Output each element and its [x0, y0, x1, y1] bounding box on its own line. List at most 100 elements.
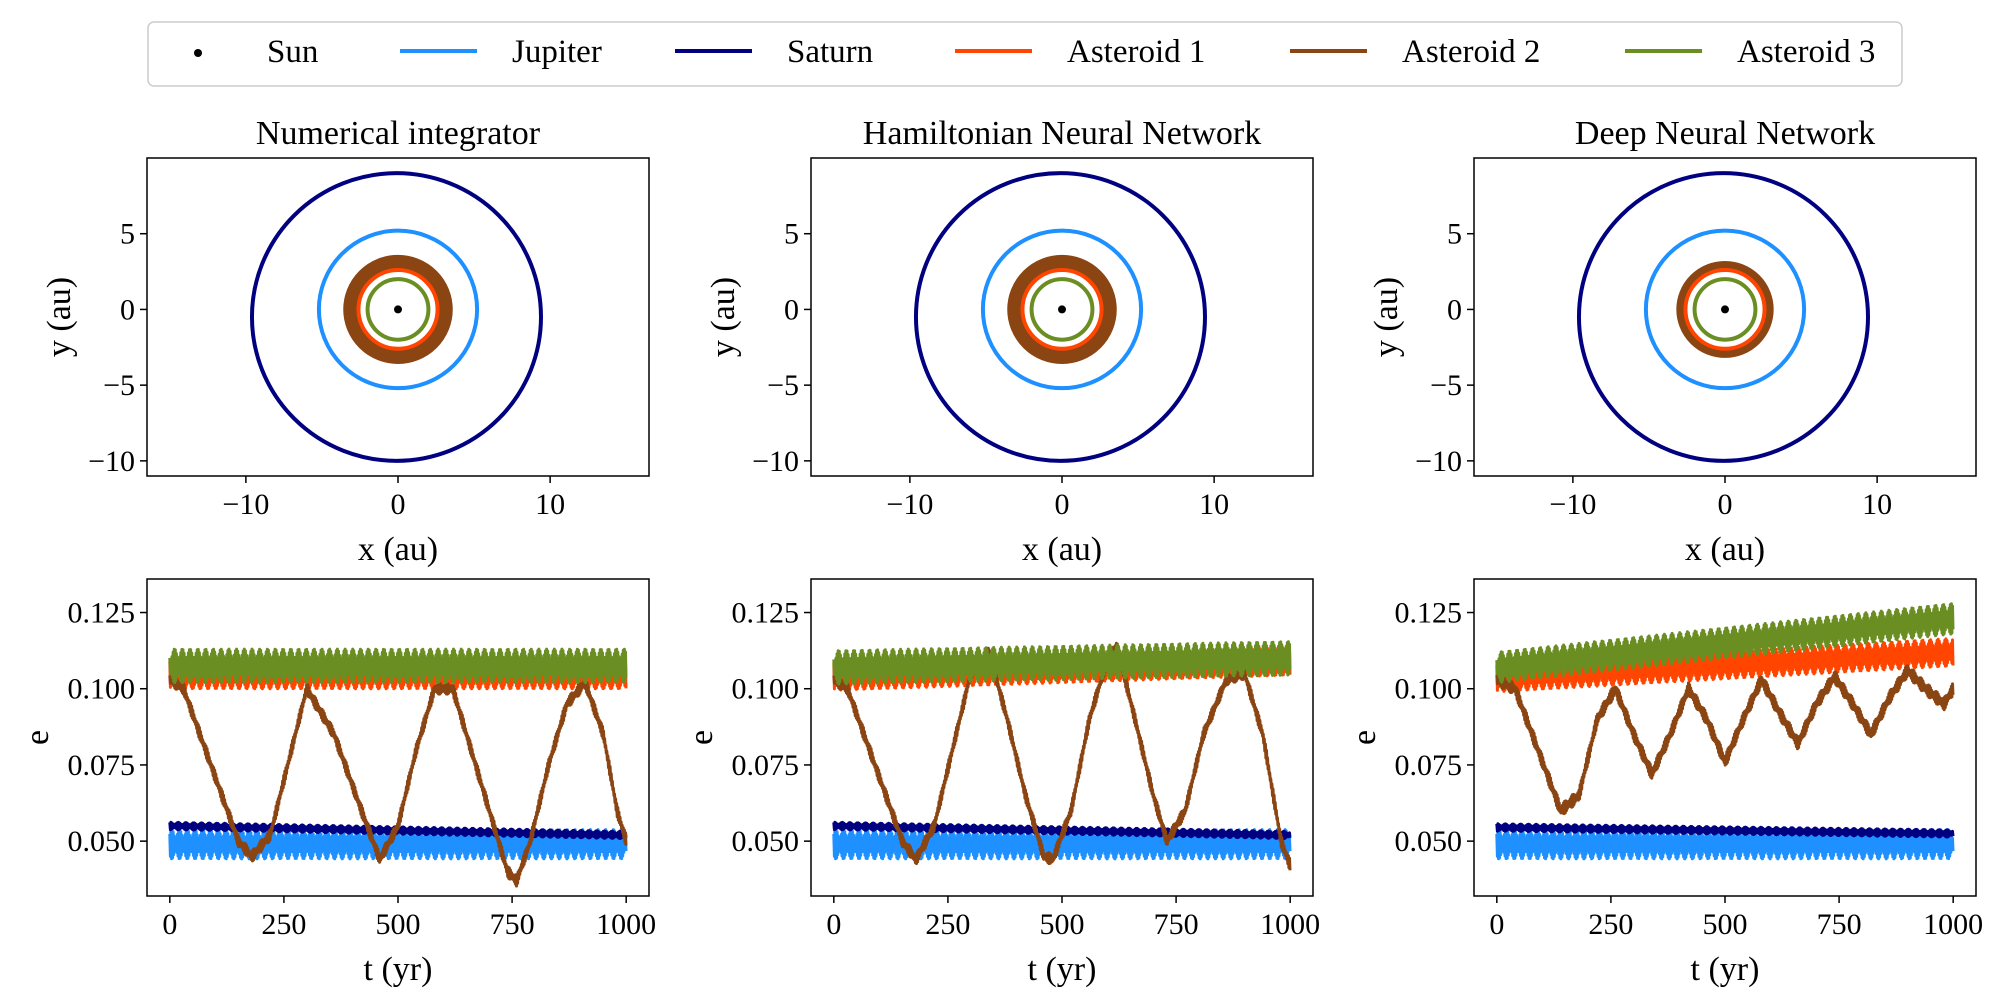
- x-tick-label: 10: [1862, 488, 1892, 521]
- series-asteroid-3: [832, 640, 1292, 686]
- panel-title: Deep Neural Network: [1575, 115, 1875, 152]
- panel-title: Hamiltonian Neural Network: [863, 115, 1261, 152]
- series-asteroid-3: [168, 647, 628, 685]
- y-tick-label: 0.075: [732, 749, 800, 782]
- orbit-asteroid-1: [356, 268, 440, 351]
- y-tick-label: −5: [1430, 369, 1462, 402]
- series-asteroid-2: [832, 641, 1292, 871]
- orbit-panel-hamiltonian-neural-network: −10 0 10 −10 −5 0 5 Hamiltonian Neural Network x…: [705, 115, 1314, 568]
- x-tick-label: 250: [1588, 908, 1633, 941]
- x-tick-label: −10: [886, 488, 933, 521]
- legend: Sun Jupiter Saturn Asteroid 1 Asteroid 2 Aste…: [147, 21, 1903, 87]
- orbit-asteroid-3: [365, 277, 431, 342]
- legend-entry-asteroid-1: Asteroid 1: [955, 34, 1205, 70]
- x-tick-label: 1000: [1260, 908, 1320, 941]
- plot-frame: [146, 157, 650, 477]
- orbit-asteroid-1: [1683, 268, 1767, 351]
- x-tick-label: 1000: [596, 908, 656, 941]
- x-axis-label: t (yr): [364, 951, 433, 988]
- orbit-asteroid-2: [1007, 254, 1117, 364]
- y-tick-label: 5: [1447, 218, 1462, 251]
- orbit-jupiter: [1643, 228, 1807, 391]
- x-axis-label: x (au): [1022, 531, 1102, 568]
- plot-frame: [810, 157, 1314, 477]
- legend-label-asteroid-2: Asteroid 2: [1402, 34, 1540, 70]
- y-tick-label: 0.100: [68, 673, 136, 706]
- orbit-asteroid-1: [1020, 268, 1104, 351]
- x-axis-label: x (au): [1685, 531, 1765, 568]
- legend-frame: [147, 21, 1903, 87]
- y-tick-label: 5: [120, 218, 135, 251]
- x-tick-label: 0: [826, 908, 841, 941]
- plot-frame: [146, 578, 650, 897]
- y-axis-label: e: [683, 730, 720, 745]
- orbit-saturn: [913, 171, 1207, 463]
- y-axis-label: e: [1346, 730, 1383, 745]
- orbit-jupiter: [316, 228, 480, 391]
- x-tick-label: 250: [261, 908, 306, 941]
- legend-entry-saturn: Saturn: [675, 34, 873, 70]
- plot-frame: [810, 578, 1314, 897]
- series-asteroid-2: [1495, 664, 1955, 816]
- series-saturn: [1495, 822, 1955, 839]
- legend-label-asteroid-3: Asteroid 3: [1737, 34, 1875, 70]
- orbit-asteroid-2: [343, 254, 453, 364]
- y-tick-label: 0.100: [732, 673, 800, 706]
- y-tick-label: 0.125: [1395, 597, 1463, 630]
- y-tick-label: 0.050: [1395, 825, 1463, 858]
- x-tick-label: 500: [1703, 908, 1748, 941]
- legend-entry-asteroid-2: Asteroid 2: [1290, 34, 1540, 70]
- y-tick-label: 0.125: [68, 597, 136, 630]
- y-axis-label: y (au): [1368, 277, 1405, 357]
- orbit-panel-deep-neural-network: −10 0 10 −10 −5 0 5 Deep Neural Network x (au) y …: [1368, 115, 1977, 568]
- x-tick-label: −10: [1549, 488, 1596, 521]
- plot-area: [832, 640, 1292, 871]
- x-tick-label: 10: [535, 488, 565, 521]
- y-tick-label: 0.100: [1395, 673, 1463, 706]
- plot-area: [1576, 171, 1870, 463]
- plot-area: [1495, 602, 1955, 861]
- x-tick-label: 0: [1718, 488, 1733, 521]
- plot-area: [168, 647, 628, 888]
- orbit-asteroid-3: [1692, 277, 1758, 342]
- eccentricity-panel-3: 0 250 500 750 1000 0.050 0.075 0.100 0.125 t (yr)…: [19, 578, 656, 988]
- y-tick-label: 0.075: [68, 749, 136, 782]
- y-tick-label: −5: [767, 369, 799, 402]
- y-tick-label: 0.050: [732, 825, 800, 858]
- series-asteroid-3: [1495, 602, 1955, 684]
- legend-entry-asteroid-3: Asteroid 3: [1625, 34, 1875, 70]
- x-axis-label: x (au): [358, 531, 438, 568]
- x-tick-label: 0: [162, 908, 177, 941]
- legend-label-jupiter: Jupiter: [512, 34, 602, 70]
- legend-label-saturn: Saturn: [787, 34, 873, 70]
- eccentricity-panel-5: 0 250 500 750 1000 0.050 0.075 0.100 0.125 t (yr)…: [1346, 578, 1983, 988]
- x-tick-label: 500: [376, 908, 421, 941]
- legend-entry-jupiter: Jupiter: [400, 34, 602, 70]
- y-tick-label: −10: [752, 445, 799, 478]
- x-axis-label: t (yr): [1691, 951, 1760, 988]
- y-tick-label: −10: [88, 445, 135, 478]
- panels: −10 0 10 −10 −5 0 5 Numerical integrator x (au) y…: [19, 115, 1983, 988]
- x-tick-label: 0: [391, 488, 406, 521]
- y-axis-label: e: [19, 730, 56, 745]
- plot-frame: [1473, 157, 1977, 477]
- y-tick-label: 0.125: [732, 597, 800, 630]
- x-tick-label: 750: [490, 908, 535, 941]
- y-tick-label: 0.050: [68, 825, 136, 858]
- orbit-jupiter: [980, 228, 1144, 391]
- orbit-sun: [1058, 305, 1066, 314]
- plot-area: [249, 171, 543, 463]
- orbit-panel-numerical-integrator: −10 0 10 −10 −5 0 5 Numerical integrator x (au) y…: [41, 115, 650, 568]
- legend-label-sun: Sun: [267, 34, 318, 70]
- plot-area: [913, 171, 1207, 463]
- orbit-asteroid-2: [1676, 260, 1774, 358]
- legend-label-asteroid-1: Asteroid 1: [1067, 34, 1205, 70]
- eccentricity-panel-4: 0 250 500 750 1000 0.050 0.075 0.100 0.125 t (yr)…: [683, 578, 1320, 988]
- x-tick-label: 0: [1055, 488, 1070, 521]
- panel-title: Numerical integrator: [256, 115, 541, 152]
- x-tick-label: 0: [1489, 908, 1504, 941]
- y-tick-label: 0: [120, 293, 135, 326]
- x-tick-label: 250: [925, 908, 970, 941]
- y-tick-label: −10: [1415, 445, 1462, 478]
